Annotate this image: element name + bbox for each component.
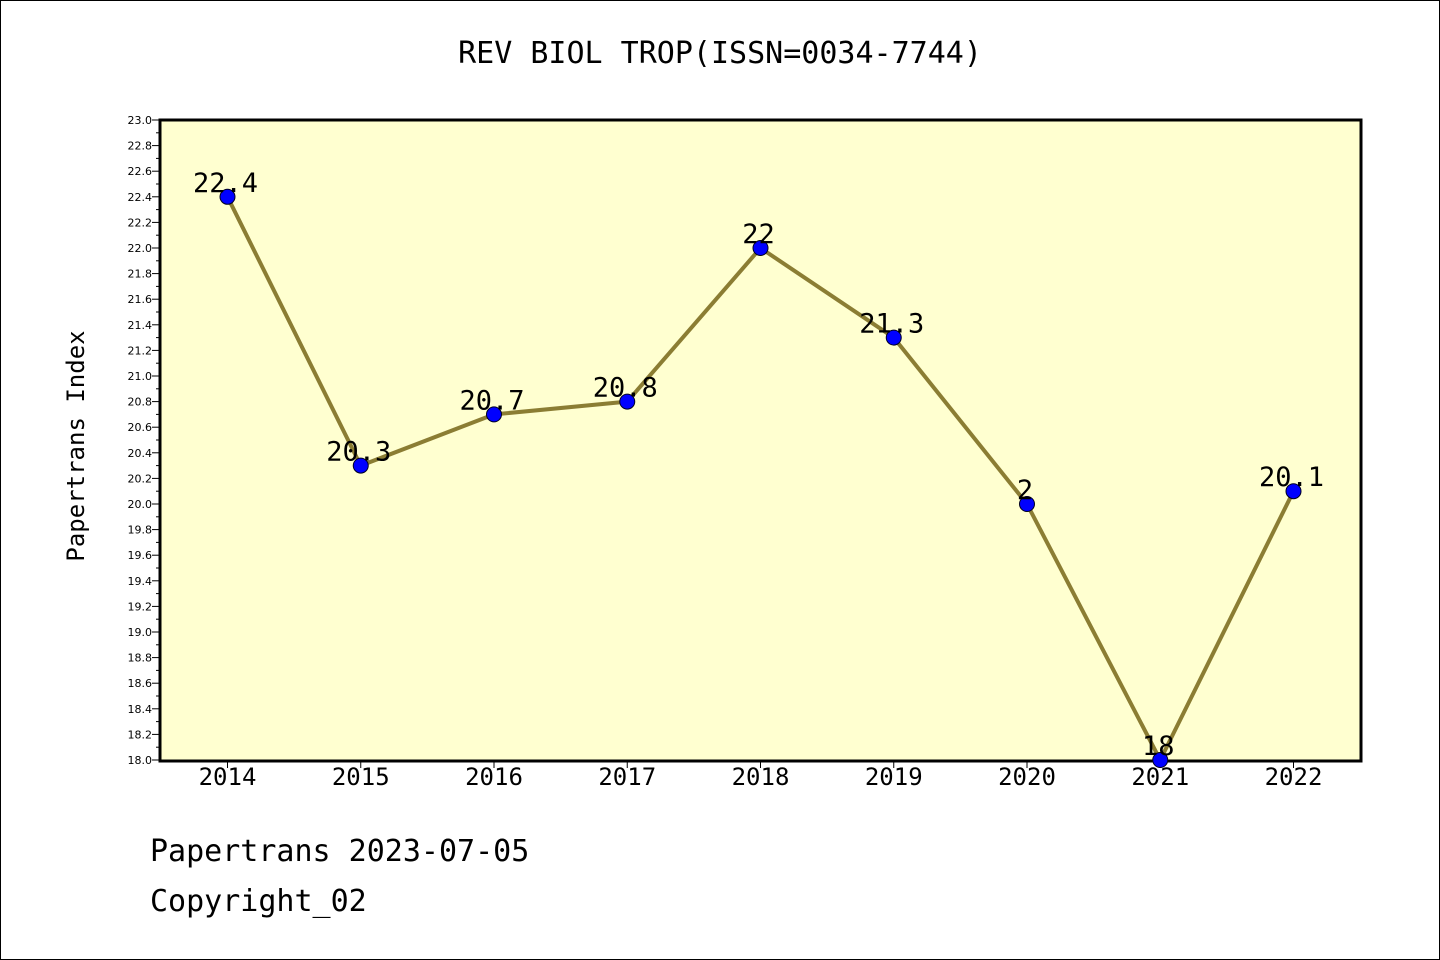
footer-copyright-line: Copyright_02 [150,884,367,919]
y-tick-label: 18.4 [128,703,153,716]
data-point [752,240,769,256]
data-point [1152,752,1169,768]
y-tick-label: 21.0 [128,370,153,383]
x-tick-label: 2020 [998,763,1056,791]
series-line-group [219,188,1302,768]
y-tick-label: 20.6 [128,421,153,434]
y-tick-label: 22.4 [128,191,153,204]
x-axis-ticks: 2014 2015 2016 2017 2018 2019 2020 2021 2022 [199,760,1323,791]
y-tick-label: 19.8 [128,524,153,537]
y-tick-label: 18.8 [128,652,153,665]
y-tick-label: 20.8 [128,396,153,409]
chart-title: REV BIOL TROP(ISSN=0034-7744) [458,36,982,71]
data-label: 18 [1142,731,1175,762]
y-tick-label: 23.0 [128,114,153,127]
data-point [1285,483,1302,500]
y-tick-label: 20.0 [128,498,153,511]
y-tick-label: 22.0 [128,242,153,255]
y-tick-label: 22.2 [128,216,153,229]
x-tick-label: 2016 [465,763,523,791]
data-label: 20.3 [326,437,391,468]
y-tick-label: 21.6 [128,293,153,306]
x-tick-label: 2014 [199,763,257,791]
y-tick-label: 19.4 [128,575,153,588]
data-label: 20.8 [593,373,658,404]
x-tick-label: 2017 [598,763,656,791]
data-label: 22.4 [193,168,258,199]
y-axis-ticks: 18.0 18.2 18.4 18.6 18.8 19.0 19.2 19.4 19.6 19.8… [128,114,160,767]
y-tick-label: 21.4 [128,319,153,332]
data-labels-group: 22.4 20.3 20.7 20.8 22 21.3 2 18 20.1 [193,168,1324,762]
y-tick-label: 22.8 [128,140,153,153]
data-point [619,393,636,410]
data-label: 21.3 [859,309,924,340]
y-tick-label: 19.6 [128,549,153,562]
x-tick-label: 2018 [732,763,790,791]
data-label: 20.7 [459,385,524,416]
data-point [885,329,902,346]
data-label: 2 [1017,475,1033,506]
y-tick-label: 19.0 [128,626,153,639]
data-point [1019,496,1035,512]
data-point [352,457,369,474]
plot-area [158,118,1363,763]
y-tick-label: 18.6 [128,677,153,690]
y-tick-label: 20.4 [128,447,153,460]
y-tick-label: 20.2 [128,472,153,485]
data-label: 20.1 [1259,462,1324,493]
x-tick-label: 2019 [865,763,923,791]
data-point [486,406,502,423]
x-tick-label: 2022 [1265,763,1323,791]
y-tick-label: 18.2 [128,728,153,741]
y-tick-label: 22.6 [128,165,153,178]
x-tick-label: 2015 [332,763,390,791]
data-point [219,188,236,205]
y-tick-label: 21.2 [128,344,153,357]
y-tick-label: 18.0 [128,754,153,767]
y-tick-label: 21.8 [128,268,153,281]
data-label: 22 [742,219,775,250]
y-tick-label: 19.2 [128,600,153,613]
footer-date-line: Papertrans 2023-07-05 [150,834,530,869]
